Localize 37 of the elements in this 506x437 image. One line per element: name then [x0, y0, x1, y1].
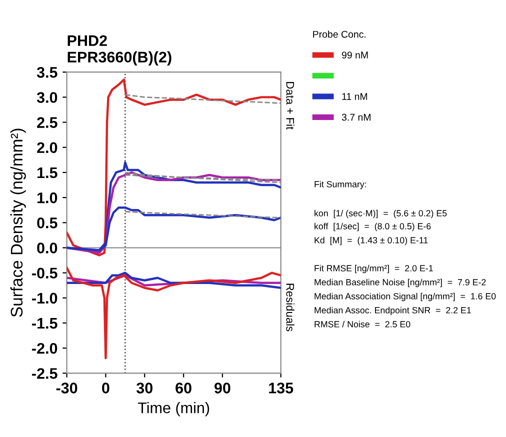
text: Median Association Signal [ng/mm²] = 1.6 E0 — [314, 292, 496, 302]
y-tick-label: 3.5 — [36, 66, 58, 78]
text: Median Assoc. Endpoint SNR = 2.2 E1 — [314, 306, 471, 316]
y-tick-label: 0.5 — [37, 218, 58, 228]
y-tick-label: 2.5 — [37, 117, 58, 128]
x-tick-label: -30 — [56, 382, 78, 394]
x-axis-title: Time (min) — [138, 402, 210, 416]
y-tick-label: -2.5 — [32, 368, 58, 379]
legend-label: 3.7 nM — [342, 114, 370, 121]
text: RMSE / Noise = 2.5 E0 — [314, 320, 410, 328]
legend-title: Probe Conc. — [313, 30, 366, 38]
y-tick-label: 1.5 — [37, 167, 58, 178]
y-tick-label: -0.5 — [32, 268, 58, 279]
y-tick-label: -2.0 — [32, 342, 58, 354]
x-tick-label: 135 — [269, 382, 294, 394]
y-tick-label: 0.0 — [37, 242, 58, 254]
y-tick-label: 3.0 — [36, 92, 58, 103]
text: Data + Fit — [286, 82, 294, 130]
y-axis-title: Surface Density (ng/mm²) — [10, 128, 26, 317]
text: koff [1/sec] = (8.0 ± 0.5) E-6 — [314, 222, 431, 232]
text: kon [1/ (sec·M)] = (5.6 ± 0.2) E5 — [314, 210, 447, 218]
y-tick-label: 1.0 — [37, 192, 58, 204]
y-tick-label: -1.5 — [32, 318, 58, 329]
text: Kd [M] = (1.43 ± 0.10) E-11 — [314, 236, 428, 246]
x-tick-label: 90 — [214, 382, 230, 394]
chart-title: PHD2 EPR3660(B)(2) — [68, 35, 172, 66]
text: Fit Summary: — [314, 180, 366, 190]
x-tick-label: 60 — [176, 382, 192, 394]
y-tick-label: 2.0 — [37, 142, 58, 154]
y-tick-label: -1.0 — [32, 292, 58, 304]
text: Residuals — [286, 284, 294, 332]
legend-label: 99 nM — [342, 52, 368, 58]
text: Fit RMSE [ng/mm²] = 2.0 E-1 — [314, 264, 433, 274]
legend-label: 11 nM — [342, 93, 368, 100]
x-tick-label: 0 — [102, 382, 110, 394]
text: Median Baseline Noise [ng/mm²] = 7.9 E-2 — [314, 278, 486, 288]
x-tick-label: 30 — [136, 382, 152, 394]
